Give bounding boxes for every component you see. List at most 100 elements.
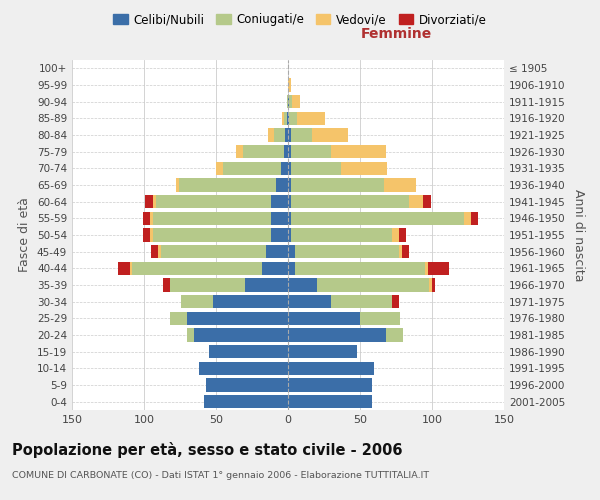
- Bar: [271, 195, 288, 208]
- Bar: [181, 295, 213, 308]
- Bar: [282, 112, 284, 125]
- Bar: [244, 145, 284, 158]
- Bar: [392, 228, 399, 241]
- Bar: [402, 245, 409, 258]
- Bar: [170, 312, 187, 325]
- Bar: [271, 228, 288, 241]
- Bar: [213, 295, 288, 308]
- Bar: [288, 395, 371, 408]
- Bar: [284, 112, 287, 125]
- Bar: [292, 95, 299, 108]
- Text: Popolazione per età, sesso e stato civile - 2006: Popolazione per età, sesso e stato civil…: [12, 442, 403, 458]
- Bar: [223, 162, 281, 175]
- Bar: [206, 378, 288, 392]
- Bar: [152, 228, 271, 241]
- Bar: [150, 212, 152, 225]
- Bar: [291, 212, 464, 225]
- Bar: [152, 195, 155, 208]
- Bar: [291, 195, 409, 208]
- Bar: [288, 178, 291, 192]
- Bar: [288, 112, 289, 125]
- Bar: [277, 178, 288, 192]
- Bar: [296, 112, 325, 125]
- Bar: [158, 245, 161, 258]
- Bar: [289, 112, 296, 125]
- Bar: [291, 145, 331, 158]
- Bar: [399, 228, 406, 241]
- Bar: [133, 262, 262, 275]
- Bar: [399, 245, 402, 258]
- Bar: [288, 212, 291, 225]
- Bar: [262, 262, 288, 275]
- Bar: [274, 128, 285, 141]
- Bar: [288, 345, 357, 358]
- Bar: [288, 295, 331, 308]
- Bar: [271, 212, 288, 225]
- Bar: [118, 262, 130, 275]
- Bar: [287, 112, 288, 125]
- Bar: [289, 95, 292, 108]
- Bar: [288, 245, 295, 258]
- Bar: [392, 295, 399, 308]
- Bar: [288, 78, 291, 92]
- Bar: [155, 195, 271, 208]
- Y-axis label: Fasce di età: Fasce di età: [19, 198, 31, 272]
- Bar: [432, 278, 435, 291]
- Bar: [288, 328, 386, 342]
- Bar: [284, 145, 288, 158]
- Bar: [471, 212, 478, 225]
- Bar: [409, 195, 424, 208]
- Bar: [288, 145, 291, 158]
- Bar: [287, 95, 288, 108]
- Bar: [163, 278, 170, 291]
- Bar: [385, 178, 416, 192]
- Bar: [288, 262, 295, 275]
- Bar: [170, 278, 245, 291]
- Bar: [291, 128, 313, 141]
- Bar: [152, 212, 271, 225]
- Bar: [429, 278, 432, 291]
- Bar: [288, 162, 291, 175]
- Bar: [161, 245, 266, 258]
- Bar: [285, 128, 288, 141]
- Bar: [143, 212, 150, 225]
- Bar: [288, 362, 374, 375]
- Bar: [288, 378, 371, 392]
- Bar: [130, 262, 133, 275]
- Bar: [150, 228, 152, 241]
- Bar: [331, 295, 392, 308]
- Legend: Celibi/Nubili, Coniugati/e, Vedovi/e, Divorziati/e: Celibi/Nubili, Coniugati/e, Vedovi/e, Di…: [109, 8, 491, 31]
- Bar: [216, 162, 223, 175]
- Bar: [199, 362, 288, 375]
- Bar: [143, 228, 150, 241]
- Bar: [288, 228, 291, 241]
- Bar: [281, 162, 288, 175]
- Bar: [295, 262, 425, 275]
- Bar: [291, 162, 341, 175]
- Bar: [151, 245, 158, 258]
- Bar: [288, 195, 291, 208]
- Bar: [424, 195, 431, 208]
- Bar: [187, 328, 194, 342]
- Bar: [236, 145, 244, 158]
- Text: COMUNE DI CARBONATE (CO) - Dati ISTAT 1° gennaio 2006 - Elaborazione TUTTITALIA.: COMUNE DI CARBONATE (CO) - Dati ISTAT 1°…: [12, 471, 429, 480]
- Bar: [288, 128, 291, 141]
- Bar: [145, 195, 152, 208]
- Bar: [209, 345, 288, 358]
- Bar: [291, 178, 385, 192]
- Bar: [313, 128, 349, 141]
- Bar: [386, 328, 403, 342]
- Bar: [176, 178, 179, 192]
- Bar: [266, 245, 288, 258]
- Text: Femmine: Femmine: [361, 27, 431, 41]
- Bar: [464, 212, 471, 225]
- Bar: [360, 312, 400, 325]
- Bar: [425, 262, 428, 275]
- Bar: [194, 328, 288, 342]
- Bar: [187, 312, 288, 325]
- Bar: [288, 312, 360, 325]
- Y-axis label: Anni di nascita: Anni di nascita: [572, 188, 585, 281]
- Bar: [179, 178, 277, 192]
- Bar: [428, 262, 449, 275]
- Bar: [268, 128, 274, 141]
